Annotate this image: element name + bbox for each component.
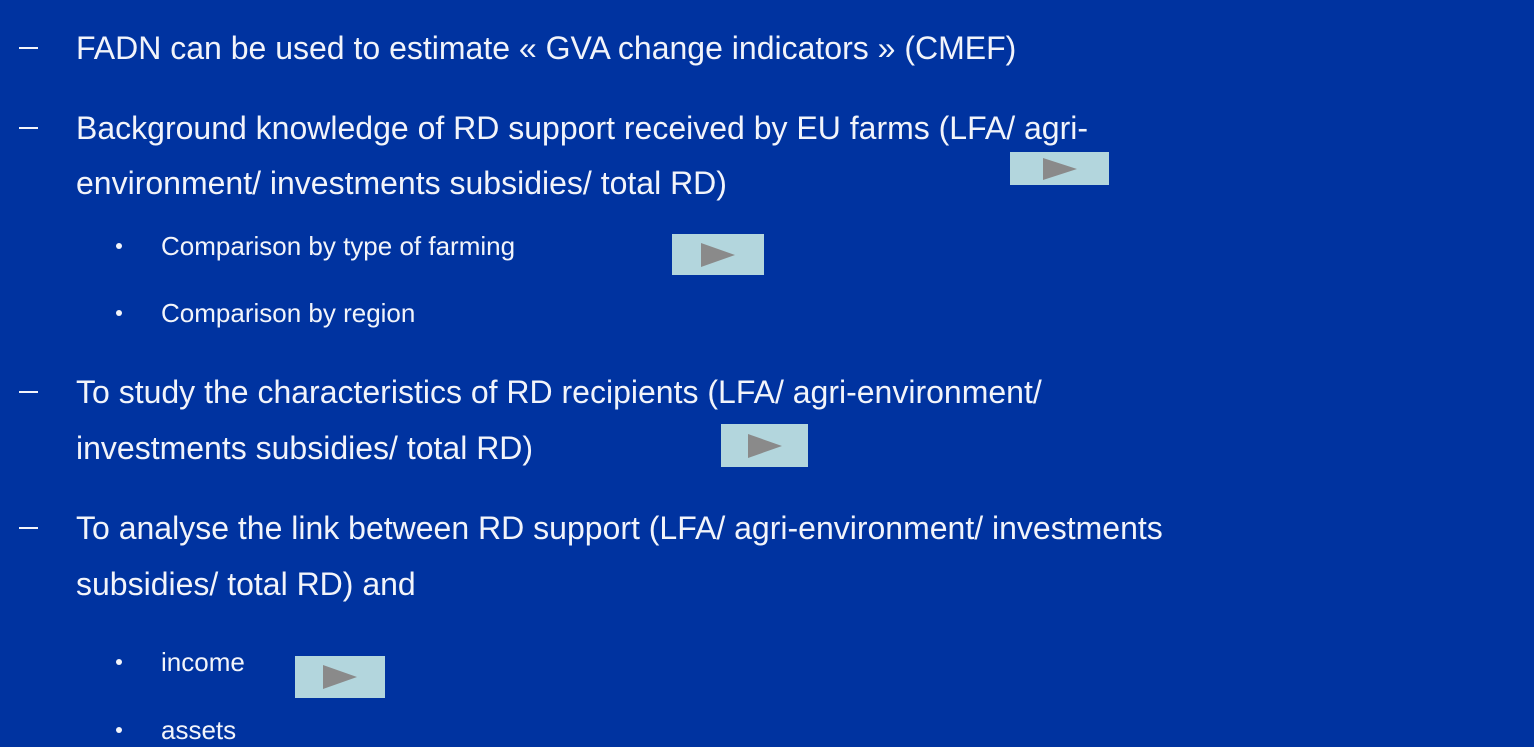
item-text: Background knowledge of RD support recei… [76,110,1089,146]
play-icon [323,665,357,689]
subitem-text: assets [161,715,237,745]
subitem-text: Comparison by type of farming [161,231,516,261]
item-text: subsidies/ total RD) and [76,566,416,602]
dot-bullet [116,310,122,316]
dash-bullet [19,527,38,529]
item-text: To analyse the link between RD support (… [76,510,1163,546]
dot-bullet [116,243,122,249]
item-text: To study the characteristics of RD recip… [76,374,1042,410]
play-icon [701,242,735,267]
dash-bullet [19,127,38,129]
play-button[interactable] [721,424,808,467]
play-button[interactable] [1010,152,1109,185]
play-button[interactable] [295,656,385,698]
subitem-text: income [161,647,245,677]
play-button[interactable] [672,234,764,275]
item-text: investments subsidies/ total RD) [76,430,534,466]
item-text: FADN can be used to estimate « GVA chang… [76,30,1017,66]
subitem-text: Comparison by region [161,298,416,328]
dot-bullet [116,659,122,665]
item-text: environment/ investments subsidies/ tota… [76,165,727,201]
play-icon [747,433,782,458]
dash-bullet [19,391,38,393]
dot-bullet [116,727,122,733]
play-icon [1042,157,1077,180]
dash-bullet [19,47,38,49]
